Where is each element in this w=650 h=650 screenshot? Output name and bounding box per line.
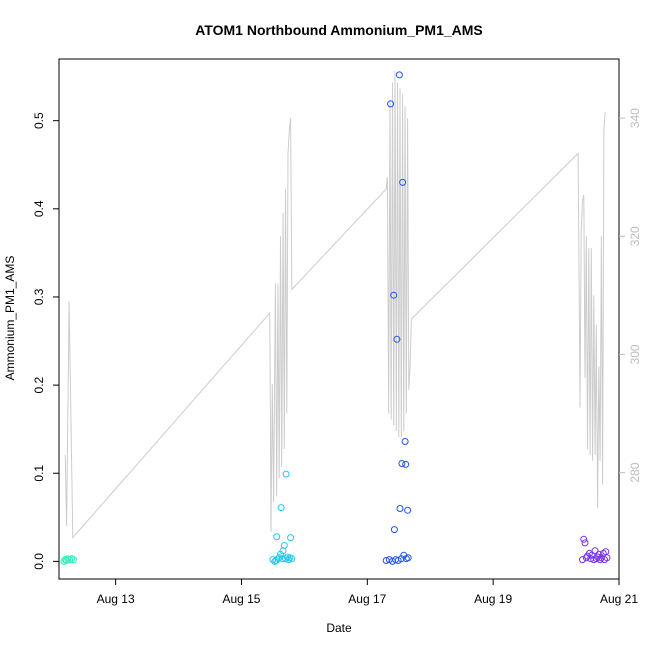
data-point-1 [280, 542, 288, 549]
y-right-tick-label: 280 [628, 462, 642, 482]
x-axis: Aug 13 Aug 15 Aug 17 Aug 19 Aug 21 [97, 579, 638, 606]
y-right-tick-label: 340 [628, 108, 642, 128]
line-layer [64, 70, 606, 539]
data-point-3 [591, 547, 599, 555]
data-point-2 [387, 100, 395, 108]
y-left-tick-label: 0.5 [32, 112, 46, 129]
data-point-1 [273, 533, 281, 541]
data-point-1 [277, 504, 285, 512]
y-left-tick-label: 0.2 [32, 376, 46, 393]
data-point-1 [285, 556, 293, 564]
data-point-2 [395, 71, 403, 79]
data-point-2 [398, 460, 406, 467]
chart-title: ATOM1 Northbound Ammonium_PM1_AMS [195, 22, 483, 38]
data-point-2 [401, 438, 409, 445]
data-point-1 [282, 470, 290, 478]
x-tick-label: Aug 15 [222, 592, 260, 606]
data-point-3 [596, 556, 604, 564]
plot-frame [58, 58, 620, 580]
x-tick-label: Aug 13 [97, 592, 135, 606]
data-point-3 [581, 539, 589, 547]
y-axis-left: 0.0 0.1 0.2 0.3 0.4 0.5 [32, 112, 59, 570]
data-point-3 [579, 556, 586, 564]
y-left-tick-label: 0.3 [32, 288, 46, 305]
points-layer [60, 71, 611, 565]
data-point-2 [393, 335, 401, 343]
data-point-2 [390, 291, 398, 299]
data-point-0 [70, 556, 77, 564]
data-point-1 [288, 555, 296, 563]
x-axis-label: Date [326, 621, 352, 635]
data-point-2 [390, 526, 398, 534]
data-point-1 [287, 534, 295, 542]
y-left-tick-label: 0.0 [32, 553, 46, 570]
y-right-tick-label: 300 [628, 344, 642, 364]
data-point-3 [603, 554, 611, 562]
series-line [64, 70, 606, 539]
data-point-3 [580, 535, 588, 543]
y-right-tick-label: 320 [628, 226, 642, 246]
data-point-2 [402, 460, 410, 468]
x-tick-label: Aug 19 [474, 592, 512, 606]
y-left-tick-label: 0.4 [32, 200, 46, 217]
data-point-2 [399, 178, 407, 186]
x-tick-label: Aug 17 [348, 592, 386, 606]
x-tick-label: Aug 21 [600, 592, 638, 606]
data-point-1 [269, 556, 277, 564]
data-point-2 [396, 505, 404, 512]
data-point-2 [404, 506, 412, 514]
y-axis-right: 280 300 320 340 [619, 108, 642, 483]
data-point-2 [404, 554, 412, 562]
y-left-tick-label: 0.1 [32, 465, 46, 482]
y-axis-label: Ammonium_PM1_AMS [3, 256, 17, 381]
